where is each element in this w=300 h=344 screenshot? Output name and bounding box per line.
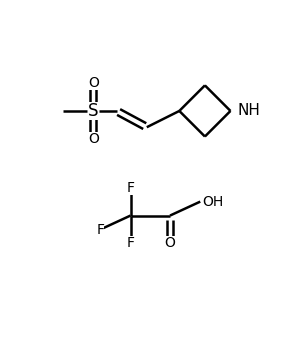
Text: O: O [88, 76, 99, 90]
Text: O: O [88, 132, 99, 146]
Text: F: F [127, 181, 134, 195]
Text: S: S [88, 102, 98, 120]
Text: F: F [127, 236, 134, 250]
Text: O: O [165, 236, 176, 250]
Text: F: F [96, 223, 104, 237]
Text: NH: NH [238, 104, 260, 118]
Text: OH: OH [202, 195, 224, 208]
